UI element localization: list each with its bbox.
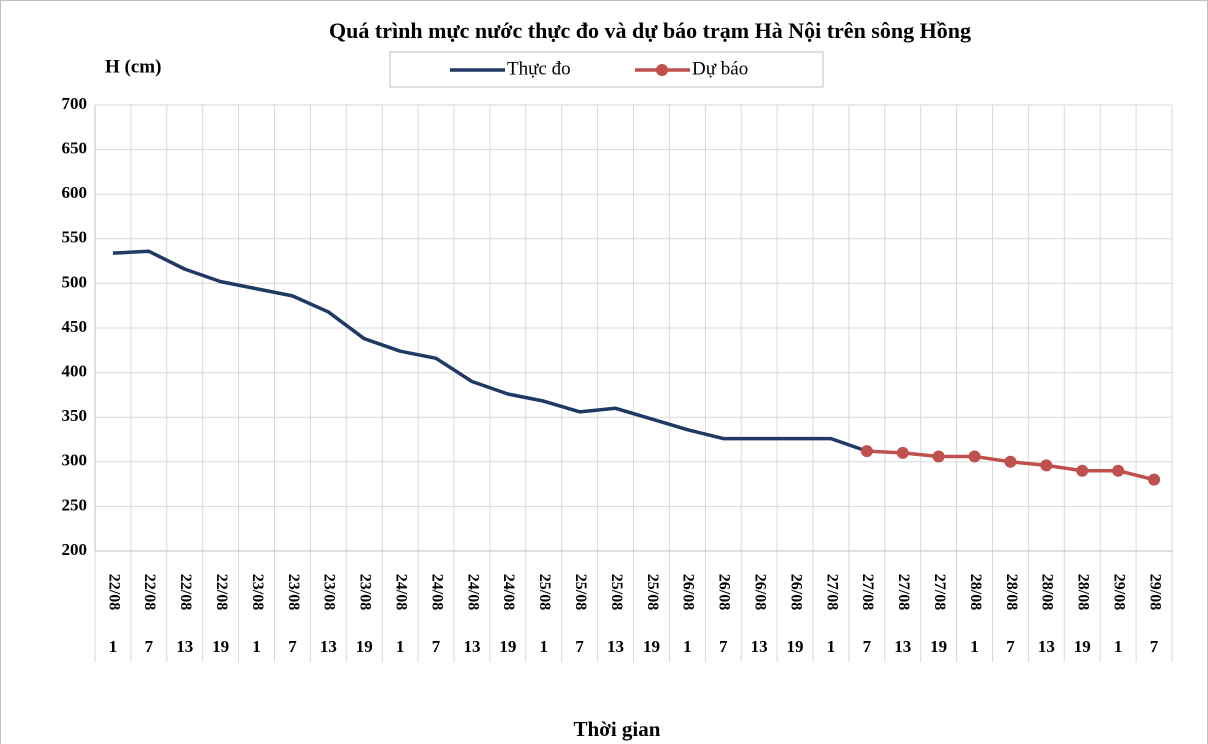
x-tick-label: 29/08 xyxy=(1110,574,1127,610)
data-point xyxy=(1004,455,1017,468)
y-tick-label: 200 xyxy=(62,540,88,559)
x-tick-sublabel: 13 xyxy=(1038,637,1055,656)
x-tick-label: 23/08 xyxy=(357,574,374,610)
x-tick-label: 23/08 xyxy=(285,574,302,610)
x-tick-sublabel: 13 xyxy=(320,637,337,656)
x-tick-sublabel: 7 xyxy=(288,637,297,656)
x-tick-label: 22/08 xyxy=(105,574,122,610)
x-tick-sublabel: 7 xyxy=(432,637,441,656)
x-tick-label: 25/08 xyxy=(608,574,625,610)
x-tick-label: 24/08 xyxy=(392,574,409,610)
x-tick-label: 26/08 xyxy=(751,574,768,610)
y-tick-label: 250 xyxy=(62,495,88,514)
y-tick-label: 500 xyxy=(62,272,88,291)
y-tick-label: 550 xyxy=(62,228,88,247)
x-tick-sublabel: 7 xyxy=(719,637,728,656)
x-tick-label: 22/08 xyxy=(177,574,194,610)
x-tick-label: 28/08 xyxy=(967,574,984,610)
x-tick-label: 29/08 xyxy=(1146,574,1163,610)
legend-label: Thực đo xyxy=(507,58,571,79)
x-tick-label: 25/08 xyxy=(644,574,661,610)
x-tick-sublabel: 7 xyxy=(1150,637,1159,656)
x-tick-sublabel: 7 xyxy=(575,637,584,656)
x-tick-sublabel: 13 xyxy=(607,637,624,656)
x-axis-label: Thời gian xyxy=(574,717,661,741)
data-point xyxy=(968,450,981,463)
x-tick-sublabel: 19 xyxy=(212,637,229,656)
x-tick-sublabel: 1 xyxy=(683,637,692,656)
y-tick-label: 300 xyxy=(62,451,88,470)
x-tick-label: 25/08 xyxy=(536,574,553,610)
x-tick-label: 27/08 xyxy=(859,574,876,610)
y-tick-label: 450 xyxy=(62,317,88,336)
x-tick-label: 27/08 xyxy=(895,574,912,610)
y-tick-label: 350 xyxy=(62,406,88,425)
x-tick-sublabel: 1 xyxy=(970,637,979,656)
y-axis-label: H (cm) xyxy=(105,56,161,77)
legend-marker xyxy=(656,64,668,76)
x-tick-sublabel: 13 xyxy=(176,637,193,656)
x-tick-label: 27/08 xyxy=(823,574,840,610)
data-point xyxy=(1148,473,1161,486)
x-tick-sublabel: 1 xyxy=(1114,637,1123,656)
y-tick-label: 700 xyxy=(62,94,88,113)
x-tick-sublabel: 7 xyxy=(863,637,872,656)
data-point xyxy=(932,450,945,463)
x-tick-sublabel: 13 xyxy=(751,637,768,656)
data-line xyxy=(112,249,868,453)
x-tick-sublabel: 1 xyxy=(540,637,549,656)
x-tick-sublabel: 1 xyxy=(396,637,405,656)
x-tick-label: 27/08 xyxy=(931,574,948,610)
x-tick-label: 26/08 xyxy=(716,574,733,610)
x-tick-sublabel: 7 xyxy=(145,637,154,656)
x-tick-label: 26/08 xyxy=(787,574,804,610)
x-tick-label: 23/08 xyxy=(321,574,338,610)
x-tick-sublabel: 7 xyxy=(1006,637,1015,656)
x-tick-sublabel: 1 xyxy=(827,637,836,656)
x-tick-sublabel: 19 xyxy=(356,637,373,656)
data-point xyxy=(1112,464,1125,477)
x-tick-sublabel: 19 xyxy=(787,637,804,656)
y-tick-label: 600 xyxy=(62,183,88,202)
x-tick-label: 24/08 xyxy=(464,574,481,610)
data-point xyxy=(860,445,873,458)
x-tick-sublabel: 13 xyxy=(894,637,911,656)
x-tick-label: 24/08 xyxy=(428,574,445,610)
y-tick-label: 400 xyxy=(62,362,88,381)
x-tick-label: 23/08 xyxy=(249,574,266,610)
x-tick-sublabel: 19 xyxy=(499,637,516,656)
data-point xyxy=(896,446,909,459)
x-tick-label: 24/08 xyxy=(500,574,517,610)
x-tick-label: 25/08 xyxy=(572,574,589,610)
y-tick-label: 650 xyxy=(62,139,88,158)
legend-label: Dự báo xyxy=(692,58,748,79)
x-tick-label: 28/08 xyxy=(1003,574,1020,610)
x-tick-label: 26/08 xyxy=(680,574,697,610)
data-point xyxy=(1040,459,1053,472)
x-tick-sublabel: 1 xyxy=(109,637,118,656)
x-tick-label: 22/08 xyxy=(213,574,230,610)
x-tick-label: 22/08 xyxy=(141,574,158,610)
chart-title: Quá trình mực nước thực đo và dự báo trạ… xyxy=(329,18,971,43)
x-tick-label: 28/08 xyxy=(1039,574,1056,610)
x-tick-sublabel: 1 xyxy=(252,637,261,656)
x-tick-sublabel: 19 xyxy=(643,637,660,656)
x-tick-label: 28/08 xyxy=(1075,574,1092,610)
x-tick-sublabel: 19 xyxy=(1074,637,1091,656)
x-tick-sublabel: 19 xyxy=(930,637,947,656)
x-tick-sublabel: 13 xyxy=(463,637,480,656)
data-point xyxy=(1076,464,1089,477)
